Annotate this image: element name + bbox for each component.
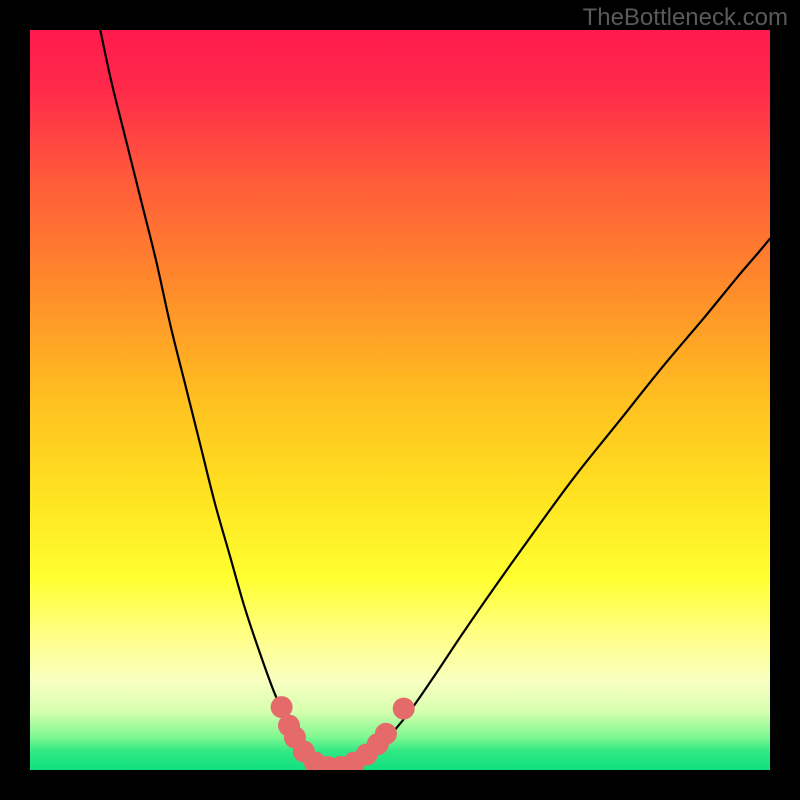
- chart-svg: [30, 30, 770, 770]
- watermark-text: TheBottleneck.com: [583, 4, 788, 32]
- chart-background: [30, 30, 770, 770]
- marker-dot: [393, 698, 415, 720]
- marker-dot: [375, 723, 397, 745]
- chart-plot-area: [30, 30, 770, 770]
- chart-canvas-outer: TheBottleneck.com: [0, 0, 800, 800]
